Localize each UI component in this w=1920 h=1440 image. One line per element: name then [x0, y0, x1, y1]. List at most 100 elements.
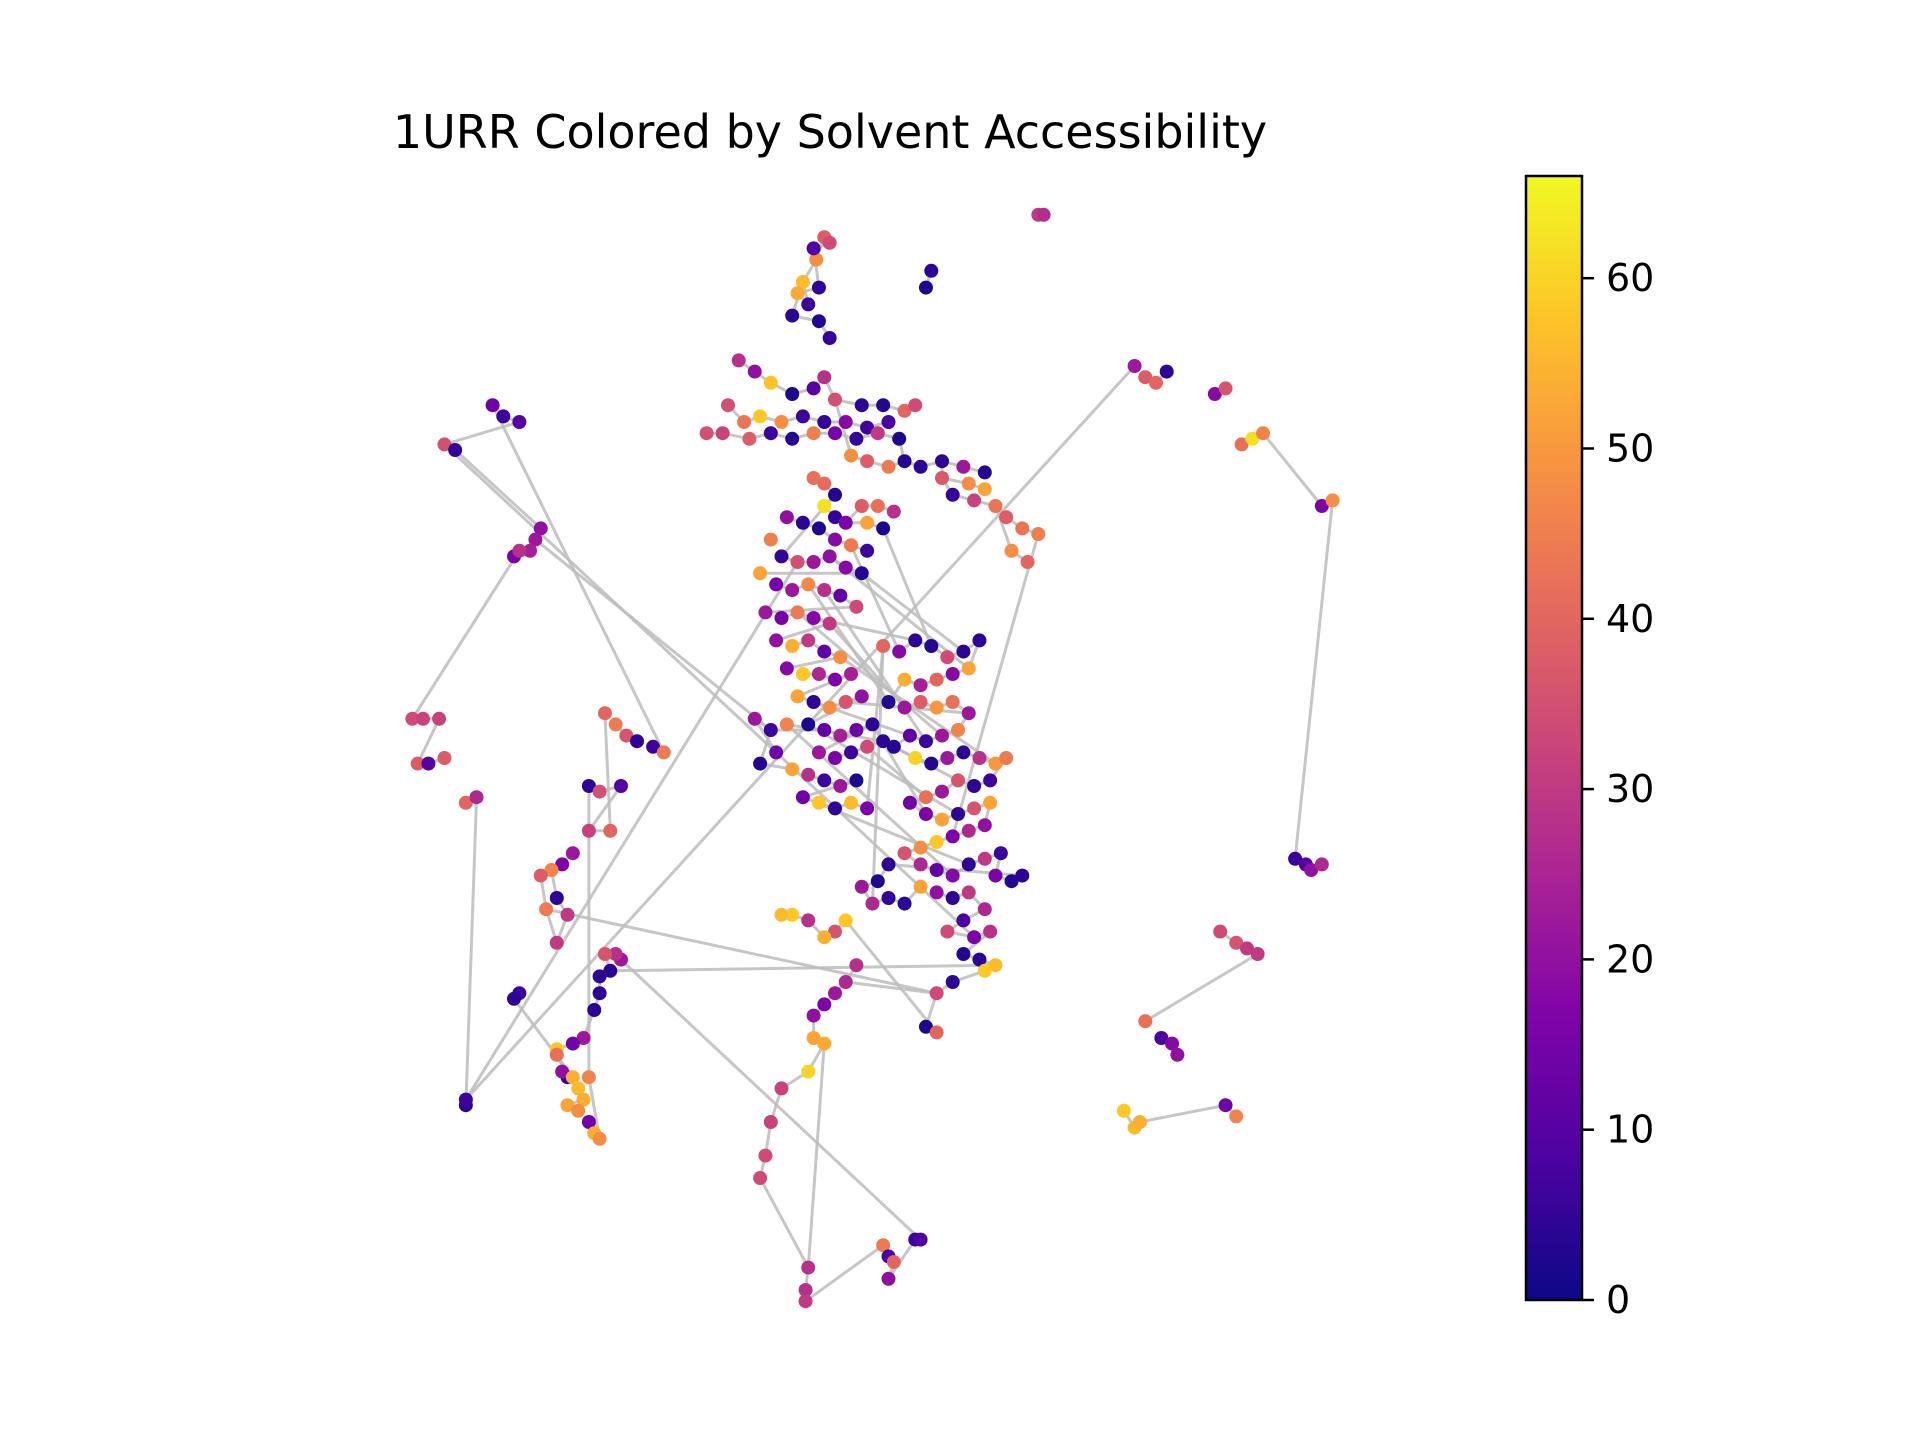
- residue-node: [913, 879, 928, 894]
- residue-node: [592, 784, 607, 799]
- network-edge: [444, 420, 520, 446]
- network-edge: [796, 672, 852, 698]
- network-edge: [619, 958, 922, 1241]
- residue-node: [828, 532, 842, 547]
- residue-node: [811, 795, 826, 810]
- residue-node: [512, 543, 527, 558]
- residue-node: [940, 650, 955, 665]
- network-edge: [587, 785, 623, 832]
- residue-node: [806, 426, 821, 441]
- residue-node: [597, 947, 612, 961]
- residue-node: [806, 241, 821, 256]
- residue-node: [806, 1008, 821, 1023]
- residue-node: [897, 700, 912, 715]
- network-edge: [464, 797, 479, 1106]
- residue-node: [951, 773, 966, 788]
- residue-node: [924, 756, 939, 771]
- residue-node: [1159, 364, 1174, 379]
- residue-node: [897, 403, 912, 418]
- residue-node: [865, 717, 880, 732]
- residue-node: [961, 857, 976, 872]
- residue-node: [555, 857, 570, 872]
- residue-node: [961, 661, 976, 676]
- residue-node: [849, 773, 864, 788]
- residue-node: [844, 667, 859, 681]
- residue-node: [603, 823, 618, 838]
- network-edge: [512, 997, 575, 1079]
- residue-node: [817, 476, 832, 491]
- colorbar-tick-label: 30: [1606, 767, 1654, 811]
- residue-node: [809, 252, 824, 267]
- residue-node: [988, 499, 1003, 513]
- residue-node: [977, 818, 992, 833]
- residue-node: [528, 532, 543, 547]
- residue-node: [801, 633, 816, 648]
- residue-node: [833, 779, 848, 793]
- residue-node: [817, 773, 832, 788]
- residue-node: [929, 1025, 944, 1040]
- network-edge: [758, 1177, 810, 1269]
- residue-node: [790, 605, 805, 620]
- residue-node: [512, 415, 527, 429]
- residue-node: [854, 879, 869, 894]
- residue-node: [1325, 493, 1340, 508]
- residue-node: [597, 706, 612, 721]
- network-edge: [464, 364, 1136, 1101]
- residue-node: [560, 1098, 575, 1113]
- residue-node: [753, 1171, 768, 1185]
- residue-node: [913, 857, 928, 872]
- residue-node: [785, 308, 800, 323]
- residue-node: [822, 616, 837, 631]
- residue-node: [870, 426, 885, 441]
- residue-node: [549, 1047, 564, 1062]
- network-edge: [839, 655, 997, 765]
- residue-node: [549, 891, 564, 905]
- residue-node: [972, 633, 987, 648]
- residue-node: [828, 392, 842, 407]
- residue-node: [619, 728, 634, 743]
- residue-node: [881, 1271, 896, 1286]
- residue-node: [860, 515, 875, 530]
- residue-node: [817, 583, 832, 597]
- residue-node: [844, 795, 859, 810]
- residue-node: [737, 415, 752, 429]
- residue-node: [763, 375, 778, 390]
- residue-node: [1004, 543, 1019, 558]
- residue-node: [410, 756, 425, 771]
- residue-node: [828, 751, 842, 765]
- network-edge: [1144, 952, 1259, 1023]
- residue-node: [849, 599, 864, 614]
- residue-node: [892, 431, 907, 446]
- residue-node: [961, 823, 976, 838]
- residue-node: [988, 756, 1003, 771]
- residue-node: [913, 840, 928, 855]
- residue-node: [763, 532, 778, 547]
- residue-node: [1314, 857, 1329, 872]
- residue-node: [972, 952, 987, 967]
- residue-node: [838, 695, 853, 709]
- residue-node: [977, 482, 992, 497]
- residue-node: [608, 717, 623, 732]
- residue-node: [806, 1031, 821, 1045]
- residue-node: [1234, 437, 1249, 452]
- residue-node: [817, 415, 832, 429]
- residue-node: [581, 1115, 596, 1129]
- residue-node: [881, 891, 896, 905]
- colorbar-gradient: [1526, 176, 1582, 1300]
- residue-node: [801, 767, 816, 782]
- residue-node: [854, 499, 869, 513]
- colorbar-tick-label: 10: [1606, 1108, 1654, 1152]
- residue-node: [844, 745, 859, 760]
- network-edge: [534, 538, 772, 732]
- network-edge: [464, 561, 799, 1101]
- residue-node: [747, 711, 762, 726]
- residue-node: [458, 1092, 473, 1107]
- residue-node: [860, 739, 875, 754]
- residue-node: [881, 695, 896, 709]
- network-edge: [610, 963, 996, 973]
- residue-node: [870, 499, 885, 513]
- residue-node: [1250, 947, 1265, 961]
- residue-node: [940, 924, 955, 939]
- residue-node: [817, 370, 832, 385]
